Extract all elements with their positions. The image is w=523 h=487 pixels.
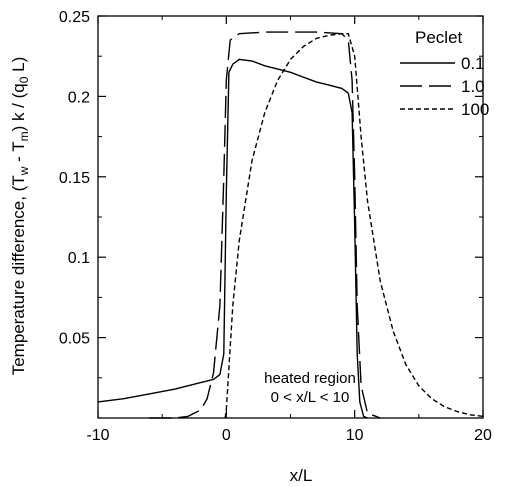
y-tick-label: 0.1 (68, 250, 90, 267)
legend: Peclet 0.1 1.0 100 (400, 28, 489, 119)
x-tick-label: 20 (474, 427, 492, 444)
series-lines (97, 31, 484, 419)
y-tick-label: 0.15 (59, 170, 90, 187)
x-axis-label: x/L (290, 466, 313, 485)
x-tick-label: -10 (86, 427, 109, 444)
series-line-peclet-100 (224, 33, 484, 419)
legend-label-1-0: 1.0 (461, 77, 485, 96)
series-line-peclet-1-0 (149, 31, 381, 419)
plot-frame (97, 15, 484, 419)
x-tick-label: 10 (346, 427, 364, 444)
y-axis-label: Temperature difference, (Tw - Tm) k / (q… (9, 57, 31, 376)
annotation-line-1: heated region (264, 370, 356, 387)
x-tick-label: 0 (222, 427, 231, 444)
axis-tick-labels: -10 0 10 20 0.05 0.1 0.15 0.2 0.25 (59, 9, 492, 444)
y-tick-label: 0.05 (59, 331, 90, 348)
series-line-peclet-0-1 (97, 58, 368, 419)
legend-title: Peclet (415, 28, 463, 47)
legend-label-100: 100 (461, 100, 489, 119)
legend-label-0-1: 0.1 (461, 54, 485, 73)
plot-border (97, 15, 484, 419)
annotation-line-2: 0 < x/L < 10 (271, 389, 350, 406)
y-tick-label: 0.2 (68, 89, 90, 106)
axis-ticks (97, 15, 484, 418)
y-tick-label: 0.25 (59, 9, 90, 26)
heated-region-annotation: heated region 0 < x/L < 10 (264, 370, 356, 406)
